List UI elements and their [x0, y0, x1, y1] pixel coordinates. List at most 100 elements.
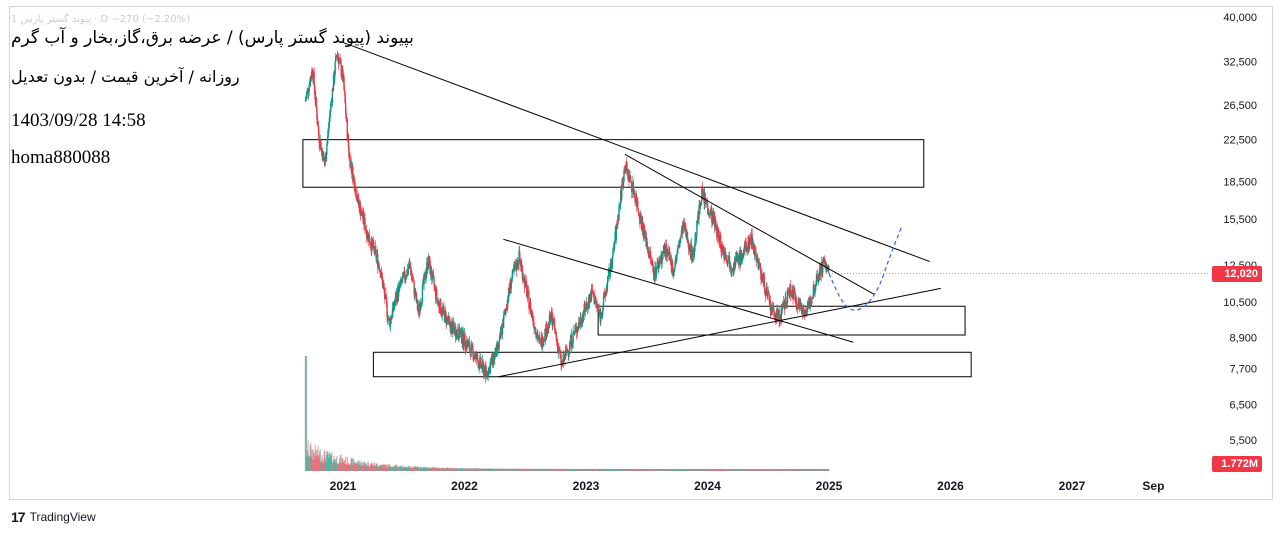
volume-bar: [365, 465, 367, 471]
volume-bar: [488, 468, 490, 471]
time-tick-label: 2024: [694, 479, 721, 493]
candle-body: [490, 361, 492, 364]
volume-bar: [551, 468, 553, 471]
volume-bar: [731, 468, 733, 471]
volume-bar: [356, 463, 358, 471]
trend-line[interactable]: [503, 238, 854, 343]
candle-body: [605, 290, 607, 296]
volume-bar: [568, 468, 570, 471]
volume-bar: [688, 468, 690, 471]
candle-body: [365, 229, 367, 231]
volume-bar: [540, 468, 542, 471]
volume-bar: [422, 467, 425, 471]
volume-bar: [540, 468, 542, 471]
trend-line[interactable]: [342, 41, 931, 263]
volume-bar: [669, 468, 671, 471]
volume-bar: [588, 468, 590, 471]
volume-bar: [521, 468, 523, 471]
volume-bar: [681, 468, 683, 471]
volume-bar: [569, 468, 571, 471]
projection-path[interactable]: [828, 225, 903, 311]
candle-body: [618, 206, 620, 220]
volume-bar: [743, 468, 745, 471]
volume-bar: [727, 468, 729, 471]
volume-bar: [682, 468, 684, 471]
volume-bar: [538, 468, 540, 471]
volume-bar: [574, 468, 576, 471]
candle-body: [515, 263, 517, 270]
volume-bar: [582, 468, 584, 471]
candle-body: [474, 354, 477, 359]
candle-body: [374, 246, 376, 254]
volume-bar: [776, 468, 778, 471]
candle-body: [692, 249, 694, 263]
volume-bar: [638, 468, 641, 471]
candle-body: [529, 302, 532, 314]
time-axis[interactable]: 2021 2022 2023 2024 2025 2026 2027 Sep: [330, 479, 1165, 493]
volume-bar: [632, 468, 634, 471]
volume-bar: [436, 468, 438, 471]
volume-bar: [812, 468, 815, 471]
candle-body: [612, 249, 614, 257]
candle-body: [328, 116, 331, 123]
volume-bar: [338, 458, 341, 471]
volume-bar: [464, 468, 466, 471]
candle-body: [787, 289, 789, 294]
volume-bar: [765, 468, 767, 471]
volume-bar: [712, 468, 715, 471]
candle-body: [581, 323, 583, 325]
candle-body: [585, 309, 587, 312]
volume-bar: [427, 467, 429, 471]
volume-bar: [796, 468, 798, 471]
volume-bar: [425, 467, 427, 471]
candle-body: [316, 119, 319, 126]
volume-bar: [720, 468, 722, 471]
volume-bar: [506, 468, 509, 471]
trend-line[interactable]: [498, 287, 941, 378]
candle-body: [537, 335, 539, 340]
volume-bar: [680, 468, 682, 471]
volume-bar: [753, 468, 755, 471]
volume-bar: [353, 460, 355, 471]
volume-bar: [512, 468, 515, 471]
volume-bar: [695, 468, 697, 471]
candle-body: [824, 260, 826, 265]
price-axis[interactable]: 40,00032,50026,50022,50018,50015,50012,5…: [1223, 12, 1257, 447]
support-resistance-zone[interactable]: [372, 351, 972, 378]
candle-body: [739, 250, 742, 265]
volume-bar: [601, 468, 603, 471]
volume-bar: [671, 468, 673, 471]
candle-body: [432, 271, 434, 274]
volume-bar: [551, 468, 553, 471]
volume-bar: [708, 468, 711, 471]
candle-body: [328, 122, 330, 129]
volume-bar: [625, 468, 627, 471]
candle-body: [615, 224, 617, 240]
volume-bar: [361, 461, 363, 471]
trend-line[interactable]: [624, 153, 875, 295]
candle-body: [381, 272, 383, 279]
volume-bar: [572, 468, 574, 471]
volume-bar: [620, 468, 622, 471]
support-resistance-zone[interactable]: [302, 139, 925, 188]
volume-bar: [626, 468, 628, 471]
candle-body: [813, 293, 816, 295]
candle-body: [760, 279, 763, 281]
candle-body: [652, 266, 654, 272]
volume-bar: [589, 468, 591, 471]
tradingview-brand[interactable]: 17 TradingView: [11, 509, 96, 525]
volume-bar: [788, 468, 790, 471]
volume-bar: [768, 468, 770, 471]
volume-bar: [704, 468, 706, 471]
candle-body: [568, 351, 570, 356]
volume-bar: [644, 468, 647, 471]
candle-body: [655, 267, 658, 274]
candle-body: [654, 266, 657, 276]
volume-bar: [445, 467, 447, 471]
volume-bar: [449, 467, 452, 471]
volume-bar: [311, 459, 314, 471]
volume-bar: [552, 468, 554, 471]
volume-bar: [809, 468, 811, 471]
volume-bar: [622, 468, 624, 471]
